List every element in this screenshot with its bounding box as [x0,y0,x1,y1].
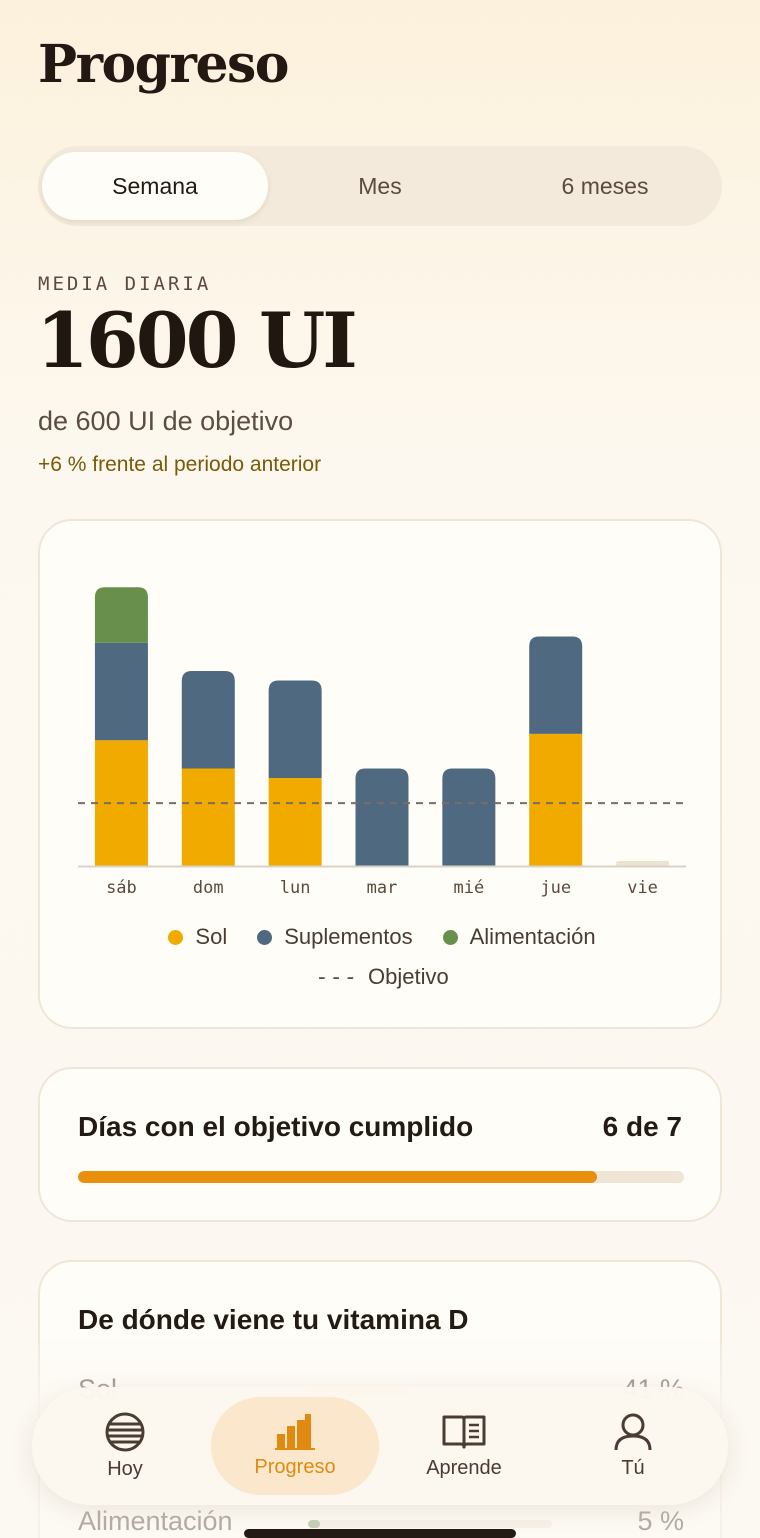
tab-label: Tú [621,1456,645,1479]
tab-label: Aprende [426,1456,502,1479]
bar-segment [94,587,148,643]
legend-swatch-sol [168,929,184,945]
goal-days-progress-fill [78,1171,598,1183]
goal-days-card: Días con el objetivo cumplido 6 de 7 [38,1067,722,1222]
source-label: Alimentación [78,1506,233,1536]
bar-empty-6 [616,861,670,866]
source-fill [308,1520,321,1528]
goal-reference-text: de 600 UI de objetivo [38,406,294,436]
legend-label-sol: Sol [195,924,228,949]
bar-segment [268,777,322,866]
open-book-icon [442,1415,486,1448]
tab-progreso[interactable]: Progreso [211,1397,379,1495]
chart-legend: Sol Suplementos Alimentación [40,924,724,950]
x-tick-label: lun [280,878,311,898]
legend-label-suplementos: Suplementos [284,924,413,949]
x-tick-label: vie [627,878,658,898]
tab-aprende[interactable]: Aprende [380,1397,548,1495]
source-percent: 5 % [637,1506,684,1536]
home-indicator [244,1529,516,1538]
x-tick-label: dom [193,878,224,898]
tab-label: Hoy [107,1457,143,1480]
bar-segment [181,768,235,866]
bar-chart-icon [275,1413,315,1450]
x-tick-label: sáb [106,878,137,898]
source-track [308,1520,552,1528]
legend-item-suplementos: Suplementos [257,924,413,950]
x-tick-label: mié [453,878,484,898]
daily-average-label: MEDIA DIARIA [38,273,212,295]
x-tick-label: jue [540,878,571,898]
tab-mes[interactable]: Mes [358,172,402,199]
bar-segment [442,768,496,866]
legend-label-alimentacion: Alimentación [469,924,596,949]
legend-item-alimentacion: Alimentación [442,924,596,950]
legend-item-sol: Sol [168,924,227,950]
bottom-tab-bar: Hoy Progreso Aprende Tú [32,1387,728,1505]
weekly-chart-card: sáb dom lun mar mié jue vie Sol Suplementos Al… [38,519,722,1029]
tab-semana[interactable]: Semana [42,152,268,220]
x-tick-label: mar [367,878,398,898]
bar-segment [181,671,235,769]
tab-hoy[interactable]: Hoy [41,1397,209,1495]
goal-days-title: Días con el objetivo cumplido [78,1111,474,1142]
daily-average-value: 1600 UI [36,296,358,385]
sources-title: De dónde viene tu vitamina D [78,1304,469,1335]
legend-item-objetivo: --- Objetivo [40,964,724,990]
weekly-stacked-bar-chart: sáb dom lun mar mié jue vie [78,587,686,898]
legend-swatch-suplementos [257,929,273,945]
goal-days-progress-track [78,1171,684,1183]
sun-horizon-icon [105,1412,145,1451]
bar-segment [94,642,148,741]
bar-segment [529,733,583,866]
goal-days-count: 6 de 7 [602,1111,682,1142]
range-segmented-control: Semana Mes 6 meses [38,146,722,226]
tab-6-meses[interactable]: 6 meses [561,172,649,199]
bar-segment [529,636,583,734]
dashed-line-icon: --- [315,964,359,990]
bar-segment [355,768,409,866]
legend-swatch-alimentacion [442,929,458,945]
tab-label: Progreso [254,1455,336,1478]
user-icon [614,1413,652,1450]
page-title: Progreso [38,34,289,95]
tab-tu[interactable]: Tú [549,1397,717,1495]
bar-segment [268,680,322,778]
legend-label-objetivo: Objetivo [368,964,449,989]
period-delta-text: +6 % frente al periodo anterior [38,453,322,476]
